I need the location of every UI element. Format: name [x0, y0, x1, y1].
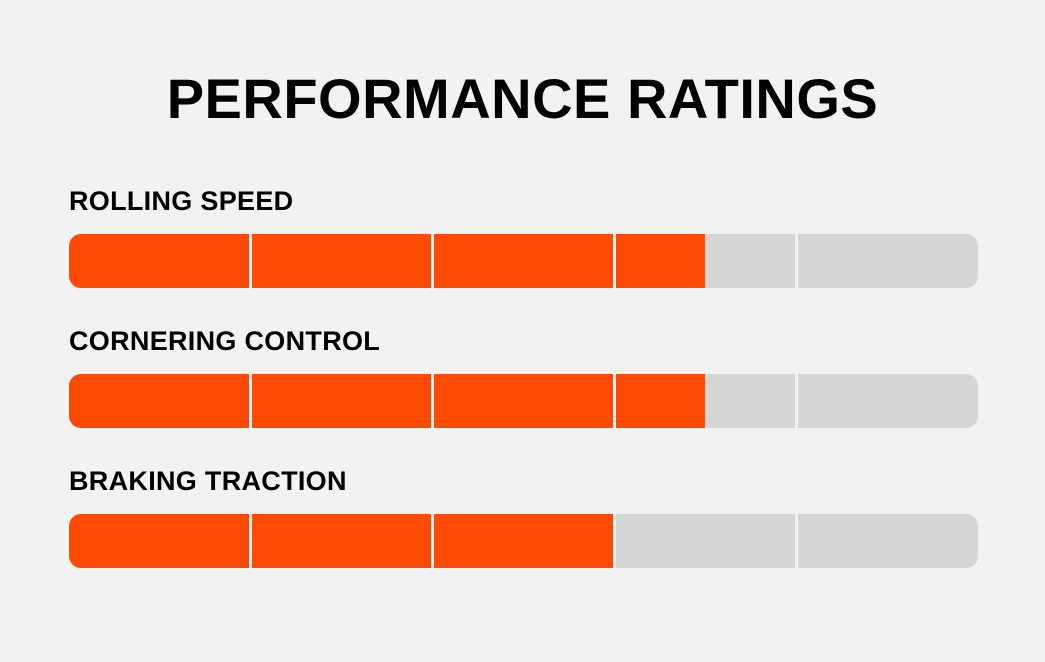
page-title: PERFORMANCE RATINGS — [166, 67, 879, 130]
bar-divider — [249, 234, 253, 288]
rating-label: BRAKING TRACTION — [69, 466, 347, 496]
bar-divider — [612, 234, 616, 288]
rating-bar — [69, 374, 978, 428]
bar-divider — [794, 374, 798, 428]
bar-fill — [69, 514, 615, 568]
rating-bar — [69, 514, 978, 568]
bar-divider — [431, 234, 435, 288]
bar-divider — [249, 374, 253, 428]
bar-fill — [69, 234, 706, 288]
rating-label: CORNERING CONTROL — [69, 326, 381, 356]
rating-rolling-speed: ROLLING SPEED — [69, 185, 978, 288]
bar-divider — [612, 514, 616, 568]
bar-divider — [431, 374, 435, 428]
rating-cornering-control: CORNERING CONTROL — [69, 325, 978, 428]
bar-divider — [431, 514, 435, 568]
bar-divider — [612, 374, 616, 428]
rating-braking-traction: BRAKING TRACTION — [69, 465, 978, 568]
bar-divider — [794, 514, 798, 568]
rating-bar — [69, 234, 978, 288]
bar-fill — [69, 374, 706, 428]
rating-label: ROLLING SPEED — [69, 186, 294, 216]
bar-divider — [249, 514, 253, 568]
bar-divider — [794, 234, 798, 288]
